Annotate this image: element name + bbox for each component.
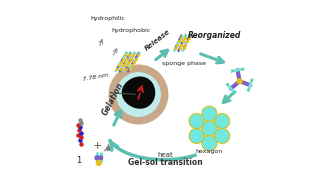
Circle shape (215, 128, 230, 143)
Circle shape (99, 156, 103, 160)
Text: hydrophilic: hydrophilic (91, 16, 126, 21)
Circle shape (237, 79, 242, 84)
Text: sponge phase: sponge phase (162, 61, 206, 66)
Text: 1: 1 (76, 156, 82, 165)
Text: hexagon: hexagon (196, 149, 223, 154)
Circle shape (95, 156, 99, 160)
Text: +: + (93, 141, 103, 151)
Text: Gelation: Gelation (101, 81, 126, 117)
Circle shape (215, 114, 230, 129)
Circle shape (117, 73, 160, 116)
Polygon shape (122, 77, 154, 108)
Circle shape (202, 106, 217, 121)
Text: Gel-sol transition: Gel-sol transition (128, 158, 202, 167)
Text: Reorganized: Reorganized (187, 31, 241, 40)
Circle shape (189, 114, 204, 129)
Circle shape (189, 128, 204, 143)
Text: heat: heat (157, 152, 173, 158)
Text: Release: Release (144, 28, 172, 51)
Circle shape (96, 160, 101, 165)
Circle shape (202, 121, 217, 136)
Circle shape (109, 65, 168, 124)
Text: hydrophobic: hydrophobic (111, 28, 151, 33)
Circle shape (202, 136, 217, 151)
Text: 7.78 nm: 7.78 nm (83, 73, 109, 82)
